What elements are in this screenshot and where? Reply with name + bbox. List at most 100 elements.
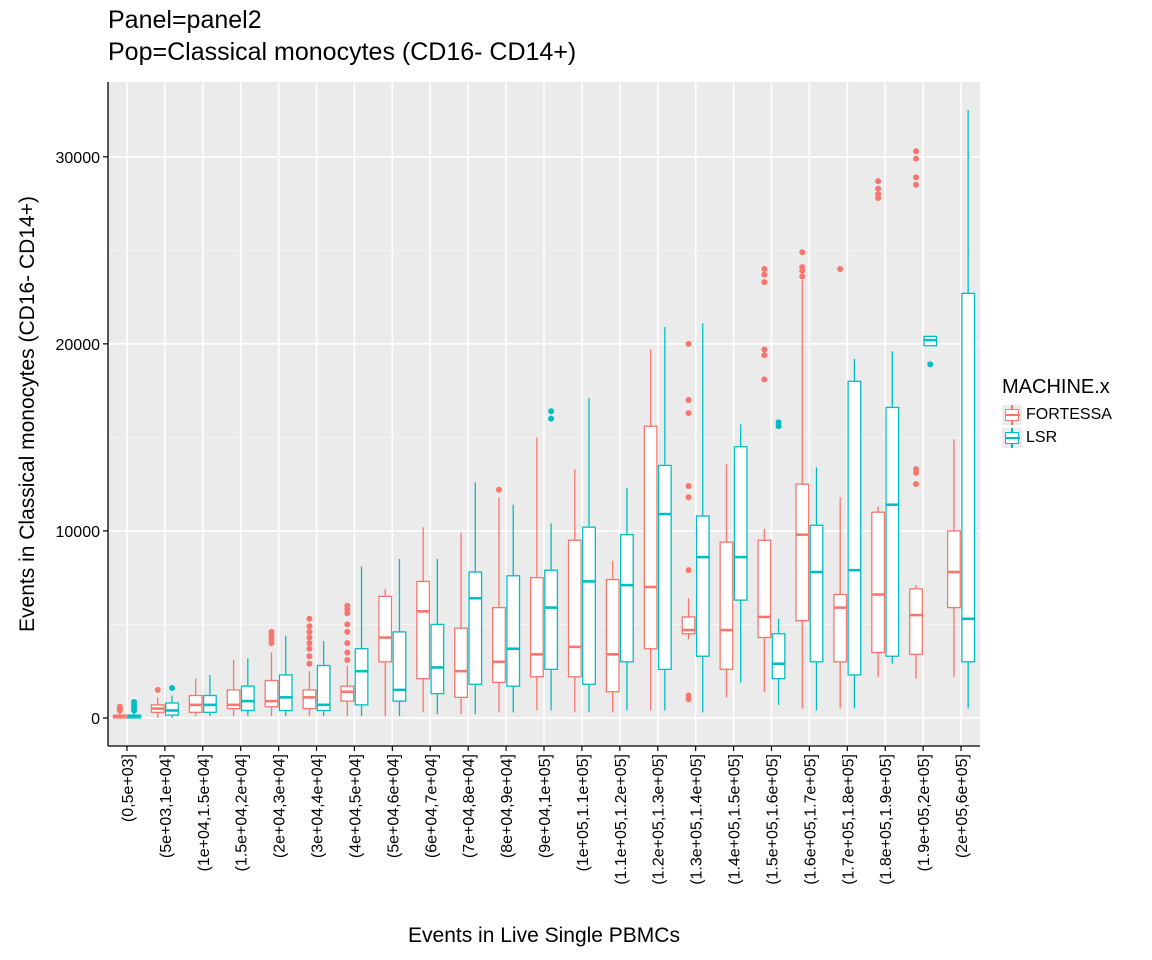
- outlier-point: [927, 361, 934, 368]
- legend-title: MACHINE.x: [1002, 376, 1110, 398]
- outlier-point: [913, 174, 920, 181]
- x-axis-title: Events in Live Single PBMCs: [408, 924, 680, 947]
- outlier-point: [761, 279, 768, 286]
- outlier-point: [875, 185, 882, 192]
- axes: 0 10000 20000 30000 (0,5e+03] (5e+03,1e+04] (1…: [56, 82, 980, 885]
- iqr-box: [468, 571, 483, 685]
- box-lsr-19: [847, 358, 862, 709]
- outlier-point: [837, 266, 844, 273]
- x-tick-label: (1.4e+05,1.5e+05]: [727, 754, 744, 885]
- box-fortessa-16: [719, 463, 734, 698]
- chart-title-line-1: Panel=panel2: [108, 6, 262, 34]
- outlier-point: [685, 567, 692, 574]
- iqr-box: [757, 539, 772, 639]
- y-tick-label: 10000: [56, 524, 101, 541]
- iqr-box: [567, 539, 582, 678]
- outlier-point: [268, 628, 275, 635]
- box-lsr-18: [809, 467, 824, 711]
- box-lsr-2: [202, 674, 217, 717]
- iqr-box: [492, 606, 506, 684]
- outlier-point: [799, 264, 806, 271]
- x-tick-label: (1.3e+05,1.4e+05]: [689, 754, 706, 885]
- box-lsr-1: [165, 685, 179, 718]
- iqr-box: [582, 526, 596, 685]
- box-lsr-17: [771, 419, 786, 705]
- x-tick-label: (1e+05,1.1e+05]: [575, 754, 592, 871]
- box-fortessa-3: [226, 659, 241, 717]
- x-tick-label: (1.5e+04,2e+04]: [234, 754, 251, 871]
- outlier-point: [685, 483, 692, 490]
- box-fortessa-20: [871, 178, 886, 677]
- x-tick-label: (5e+04,6e+04]: [385, 754, 402, 858]
- outlier-point: [761, 346, 768, 353]
- outlier-point: [761, 266, 768, 273]
- iqr-box: [264, 679, 279, 708]
- box-fortessa-9: [454, 532, 469, 715]
- gridlines: [108, 82, 980, 746]
- box-lsr-11: [544, 408, 559, 711]
- outlier-point: [495, 486, 502, 493]
- outlier-point: [875, 191, 882, 198]
- box-lsr-12: [582, 398, 596, 713]
- outlier-point: [685, 396, 692, 403]
- iqr-box: [719, 541, 734, 670]
- outlier-point: [344, 628, 351, 635]
- box-lsr-0: [127, 699, 142, 719]
- box-fortessa-5: [302, 615, 317, 717]
- box-marks: [112, 110, 976, 719]
- iqr-box: [733, 446, 748, 601]
- box-fortessa-2: [188, 678, 203, 717]
- box-fortessa-0: [112, 703, 127, 719]
- box-lsr-10: [506, 504, 521, 713]
- outlier-point: [306, 628, 313, 635]
- iqr-box: [316, 664, 331, 712]
- outlier-point: [306, 660, 313, 667]
- outlier-point: [548, 408, 555, 415]
- iqr-box: [430, 623, 445, 695]
- outlier-point: [799, 273, 806, 280]
- box-fortessa-7: [378, 588, 393, 717]
- x-tick-label: (5e+03,1e+04]: [158, 754, 175, 858]
- box-lsr-3: [240, 658, 255, 717]
- iqr-box: [165, 702, 179, 716]
- y-tick-label: 20000: [56, 337, 101, 354]
- outlier-point: [685, 692, 692, 699]
- outlier-point: [344, 602, 351, 609]
- outlier-point: [154, 686, 161, 693]
- box-lsr-22: [961, 110, 976, 709]
- outlier-point: [913, 148, 920, 155]
- iqr-box: [278, 674, 293, 712]
- outlier-point: [548, 415, 555, 422]
- box-fortessa-15: [681, 340, 696, 703]
- legend-item-lsr: LSR: [1002, 426, 1112, 449]
- outlier-point: [344, 621, 351, 628]
- outlier-point: [913, 155, 920, 162]
- x-tick-label: (1.1e+05,1.2e+05]: [613, 754, 630, 885]
- outlier-point: [306, 653, 313, 660]
- outlier-point: [799, 249, 806, 256]
- box-fortessa-14: [643, 349, 658, 711]
- iqr-box: [809, 524, 824, 663]
- box-lsr-7: [392, 558, 407, 717]
- iqr-box: [885, 406, 900, 657]
- box-fortessa-21: [909, 148, 923, 679]
- x-tick-label: (4e+04,5e+04]: [347, 754, 364, 858]
- iqr-box: [871, 511, 886, 654]
- legend-key-lsr: [1002, 427, 1022, 448]
- x-tick-label: (1.6e+05,1.7e+05]: [802, 754, 819, 885]
- iqr-box: [302, 689, 317, 710]
- outlier-point: [131, 699, 138, 706]
- x-tick-label: (1.9e+05,2e+05]: [916, 754, 933, 871]
- box-fortessa-10: [492, 486, 506, 713]
- iqr-box: [378, 595, 393, 663]
- outlier-point: [168, 685, 175, 692]
- box-fortessa-22: [946, 439, 961, 677]
- y-tick-label: 30000: [56, 150, 101, 167]
- outlier-point: [875, 178, 882, 185]
- legend-item-fortessa: FORTESSA: [1002, 403, 1112, 426]
- iqr-box: [695, 515, 710, 657]
- box-fortessa-8: [416, 527, 431, 713]
- outlier-point: [344, 656, 351, 663]
- x-tick-label: (1.5e+05,1.6e+05]: [764, 754, 781, 885]
